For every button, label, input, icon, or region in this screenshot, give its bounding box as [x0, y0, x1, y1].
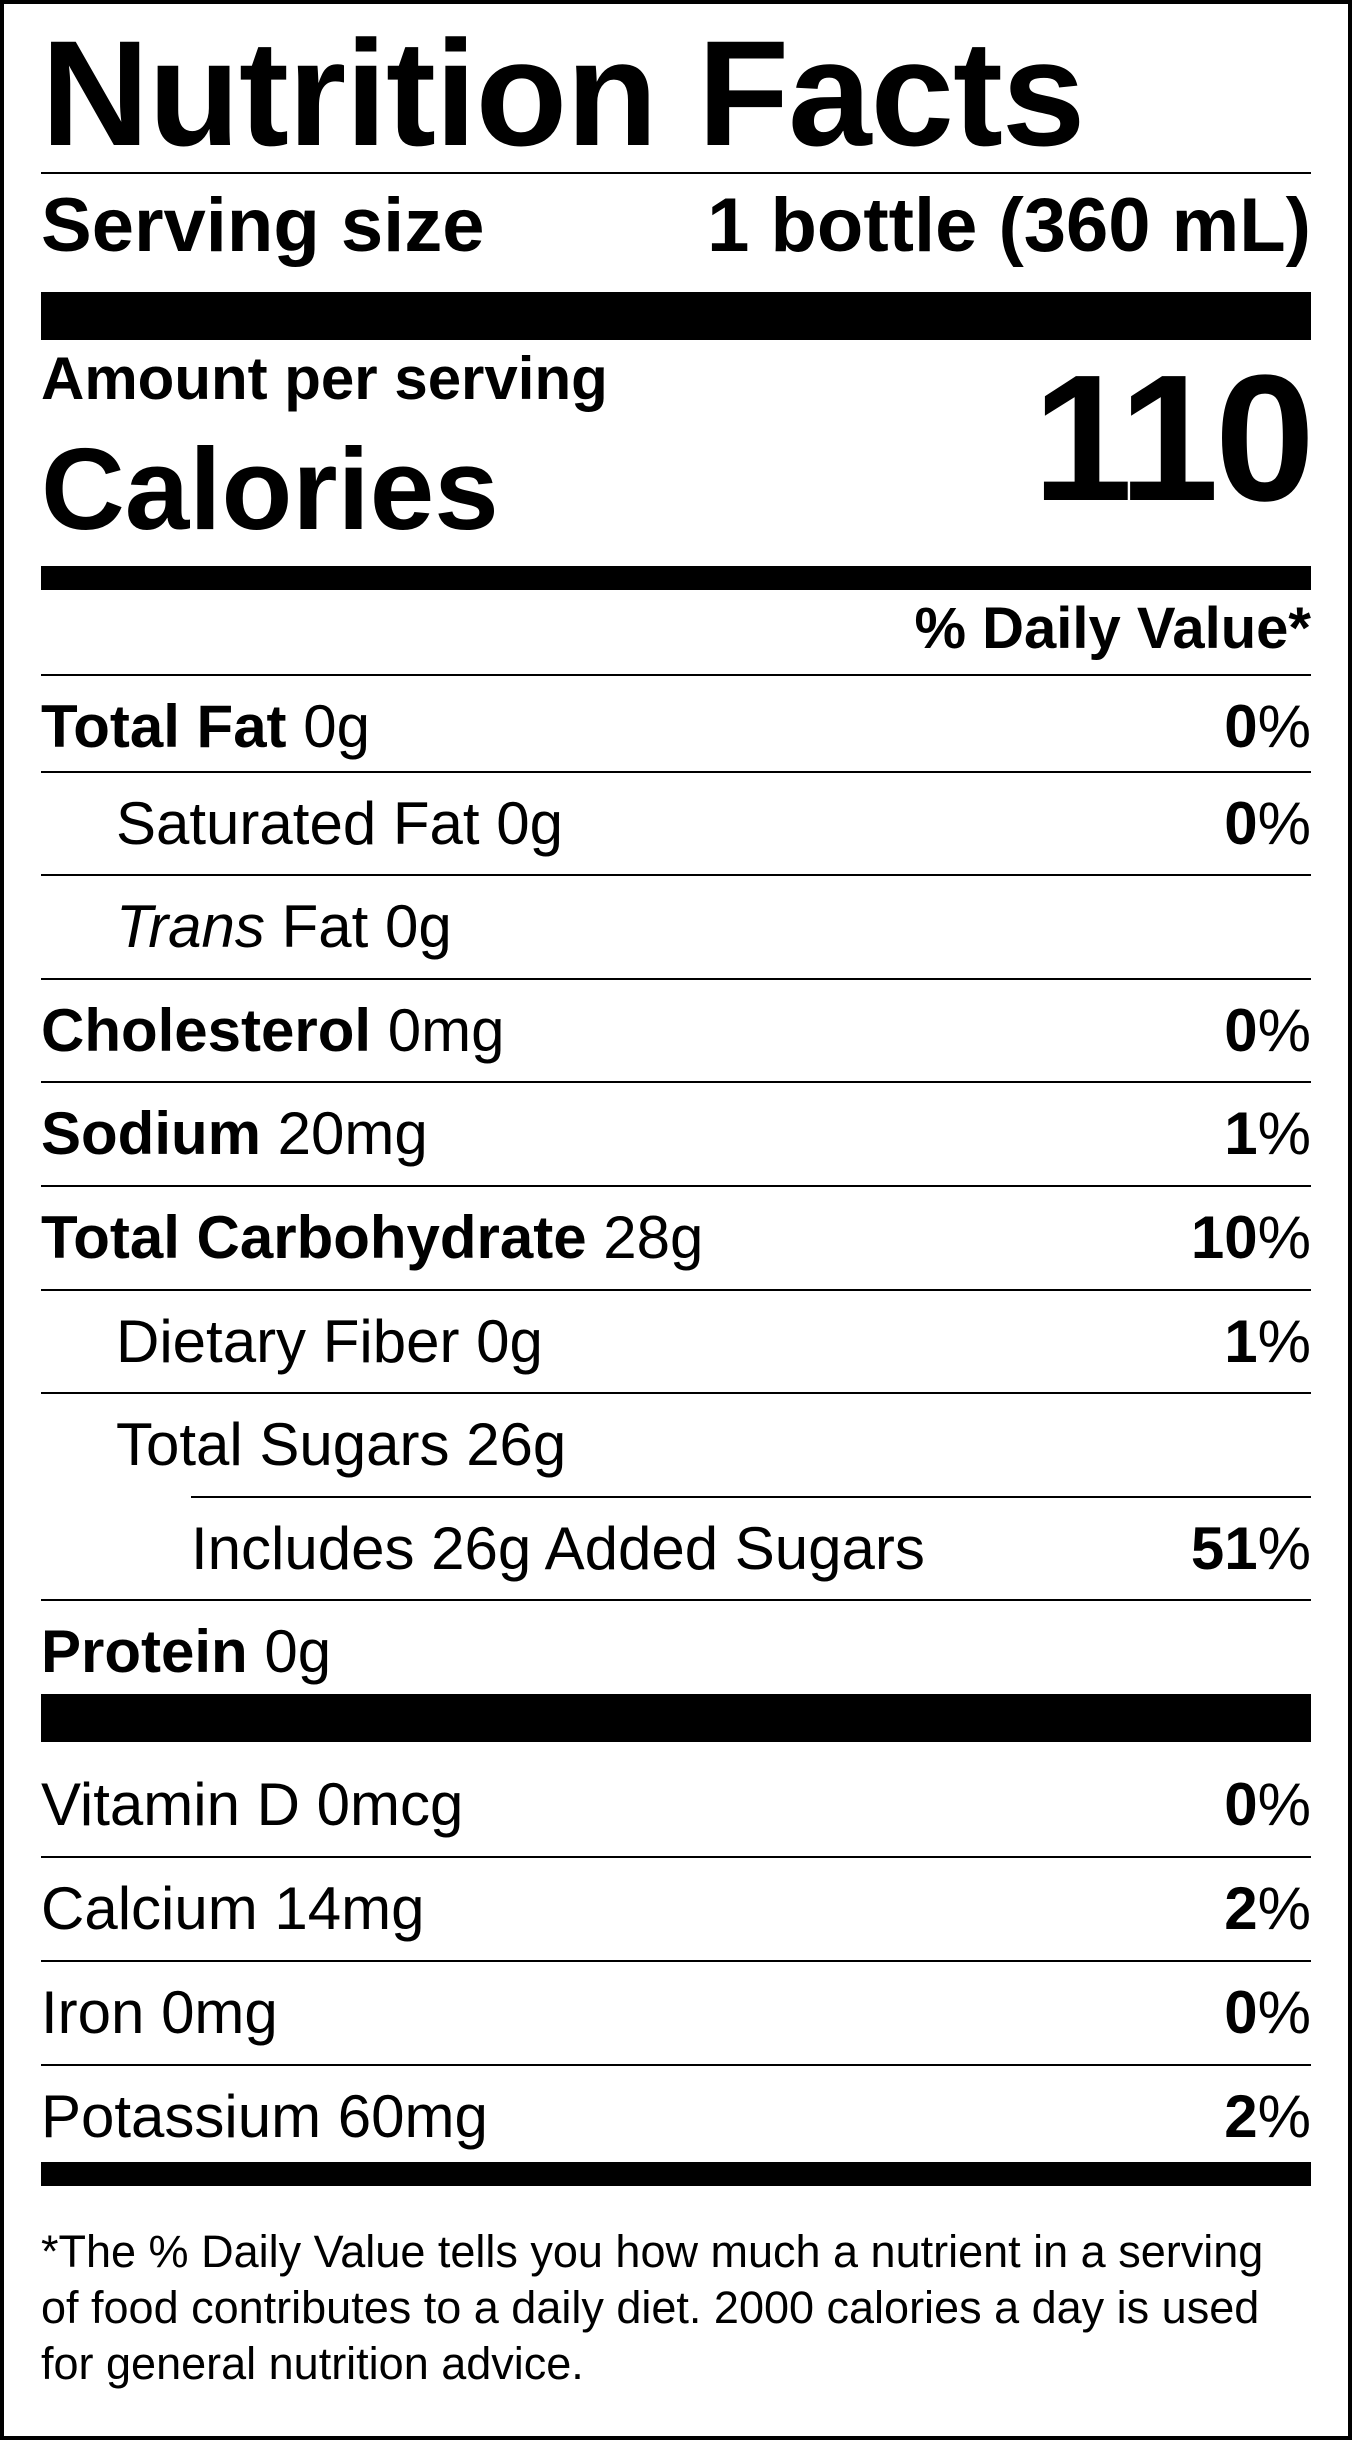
calories-value: 110	[1032, 338, 1315, 539]
vitamin-amount: 0mg	[161, 1979, 278, 2046]
divider-thin	[41, 1289, 1311, 1291]
vitamin-name: Vitamin D	[41, 1771, 300, 1838]
serving-size-value: 1 bottle (360 mL)	[707, 183, 1311, 268]
nutrient-name: Trans	[116, 893, 265, 960]
vitamin-dv: 0%	[1224, 1979, 1311, 2046]
divider-medium	[41, 566, 1311, 590]
divider-thin	[41, 978, 1311, 980]
nutrient-amount: 26g	[466, 1411, 567, 1478]
divider-thin	[41, 1599, 1311, 1601]
vitamin-name: Iron	[41, 1979, 145, 2046]
serving-size-label: Serving size	[41, 183, 485, 268]
vitamin-name: Potassium	[41, 2083, 322, 2150]
nutrient-name: Total Fat	[41, 693, 287, 760]
nutrient-name: Cholesterol	[41, 997, 372, 1064]
vitamin-amount: 14mg	[274, 1875, 425, 1942]
serving-size-row: Serving size 1 bottle (360 mL)	[41, 182, 1311, 270]
nutrient-amount: 0g	[384, 893, 452, 960]
divider-thin	[41, 2064, 1311, 2066]
divider-medium	[41, 2162, 1311, 2186]
daily-value-header: % Daily Value*	[914, 596, 1311, 661]
vitamin-row-potassium: Potassium 60mg 2%	[41, 2066, 1311, 2168]
nutrient-name: Saturated Fat	[116, 790, 480, 857]
vitamin-amount: 0mcg	[316, 1771, 464, 1838]
vitamin-row-vitamin-d: Vitamin D 0mcg 0%	[41, 1754, 1311, 1856]
calories-label: Calories	[41, 424, 499, 554]
vitamin-dv: 0%	[1224, 1771, 1311, 1838]
nutrient-amount: 0mg	[387, 997, 505, 1064]
nutrient-name: Sodium	[41, 1100, 261, 1167]
divider-thin	[41, 1081, 1311, 1083]
label-title: Nutrition Facts	[41, 9, 1085, 177]
vitamin-amount: 60mg	[337, 2083, 488, 2150]
divider-thin	[41, 874, 1311, 876]
nutrient-dv: 1%	[1224, 1308, 1311, 1375]
nutrient-dv: 0%	[1224, 997, 1311, 1064]
vitamin-name: Calcium	[41, 1875, 258, 1942]
divider-thin	[41, 1185, 1311, 1187]
divider-thin	[191, 1496, 1311, 1498]
nutrient-dv: 1%	[1224, 1100, 1311, 1167]
nutrient-dv: 51%	[1190, 1515, 1311, 1582]
nutrient-row-trans-fat: Trans Fat 0g	[116, 893, 452, 960]
nutrient-row-dietary-fiber: Dietary Fiber 0g 1%	[41, 1291, 1311, 1393]
vitamin-row-iron: Iron 0mg 0%	[41, 1962, 1311, 2064]
divider-thick	[41, 292, 1311, 340]
nutrient-row-saturated-fat: Saturated Fat 0g 0%	[41, 773, 1311, 875]
nutrient-name: Total Carbohydrate	[41, 1204, 587, 1271]
nutrient-row-protein: Protein 0g	[41, 1601, 1311, 1703]
nutrient-row-sodium: Sodium 20mg 1%	[41, 1083, 1311, 1185]
footnote: *The % Daily Value tells you how much a …	[41, 2226, 1264, 2389]
nutrient-amount: 0g	[476, 1308, 543, 1375]
nutrient-row-total-sugars: Total Sugars 26g	[41, 1394, 1311, 1496]
nutrient-name: Dietary Fiber	[116, 1308, 460, 1375]
nutrient-amount: 0g	[264, 1618, 332, 1685]
amount-per-serving: Amount per serving	[41, 345, 608, 412]
nutrient-name: Total Sugars	[116, 1411, 450, 1478]
divider-thin	[41, 172, 1311, 174]
divider-thin	[41, 1856, 1311, 1858]
nutrient-dv: 0%	[1224, 693, 1311, 760]
vitamin-row-calcium: Calcium 14mg 2%	[41, 1858, 1311, 1960]
nutrient-amount: 0g	[496, 790, 563, 857]
nutrient-amount: 0g	[303, 693, 370, 760]
nutrient-dv: 0%	[1224, 790, 1311, 857]
nutrient-row-total-carbohydrate: Total Carbohydrate 28g 10%	[41, 1187, 1311, 1289]
divider-thin	[41, 1392, 1311, 1394]
divider-thin	[41, 674, 1311, 676]
divider-thick	[41, 1694, 1311, 1742]
nutrient-row-total-fat: Total Fat 0g 0%	[41, 676, 1311, 778]
nutrient-amount: 28g	[603, 1204, 704, 1271]
nutrient-row-cholesterol: Cholesterol 0mg 0%	[41, 980, 1311, 1082]
nutrient-dv: 10%	[1190, 1204, 1311, 1271]
divider-thin	[41, 1960, 1311, 1962]
nutrient-row-added-sugars: Includes 26g Added Sugars 51%	[41, 1498, 1311, 1600]
nutrient-amount: 20mg	[277, 1100, 428, 1167]
divider-thin	[41, 771, 1311, 773]
nutrient-name: Includes 26g Added Sugars	[191, 1515, 925, 1582]
nutrient-name: Protein	[41, 1618, 248, 1685]
vitamin-dv: 2%	[1224, 2083, 1311, 2150]
vitamin-dv: 2%	[1224, 1875, 1311, 1942]
